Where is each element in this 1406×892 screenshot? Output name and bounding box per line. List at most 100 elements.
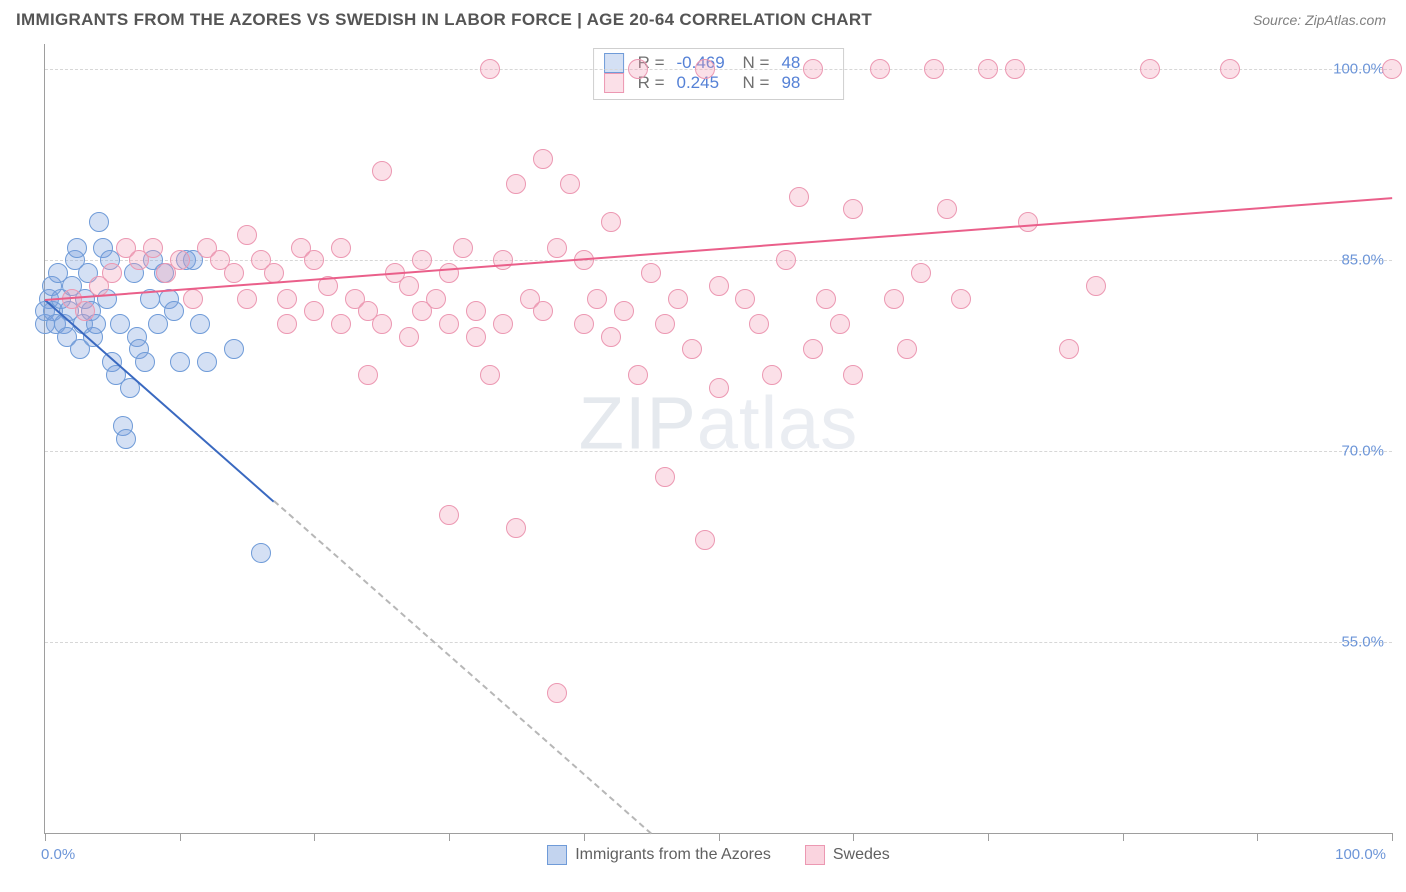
scatter-point [870, 59, 890, 79]
x-tick [449, 833, 450, 841]
scatter-point [304, 250, 324, 270]
scatter-point [116, 429, 136, 449]
scatter-point [641, 263, 661, 283]
scatter-point [466, 301, 486, 321]
scatter-point [695, 59, 715, 79]
scatter-point [493, 250, 513, 270]
scatter-point [709, 378, 729, 398]
scatter-point [480, 365, 500, 385]
scatter-point [493, 314, 513, 334]
scatter-point [843, 365, 863, 385]
gridline [45, 69, 1392, 70]
scatter-point [358, 365, 378, 385]
scatter-point [251, 543, 271, 563]
scatter-point [601, 212, 621, 232]
gridline [45, 642, 1392, 643]
scatter-point [466, 327, 486, 347]
gridline [45, 451, 1392, 452]
scatter-point [89, 212, 109, 232]
x-tick [314, 833, 315, 841]
scatter-point [695, 530, 715, 550]
scatter-point [372, 161, 392, 181]
scatter-point [614, 301, 634, 321]
scatter-point [682, 339, 702, 359]
scatter-point [277, 314, 297, 334]
scatter-point [1059, 339, 1079, 359]
trend-line [273, 501, 651, 835]
x-tick [988, 833, 989, 841]
scatter-point [937, 199, 957, 219]
x-tick [45, 833, 46, 841]
scatter-point [164, 301, 184, 321]
scatter-point [506, 174, 526, 194]
scatter-point [1005, 59, 1025, 79]
scatter-point [75, 301, 95, 321]
scatter-point [237, 289, 257, 309]
x-tick [180, 833, 181, 841]
scatter-point [197, 352, 217, 372]
scatter-point [426, 289, 446, 309]
swatch-series-2 [604, 73, 624, 93]
source-attribution: Source: ZipAtlas.com [1253, 12, 1386, 28]
legend-label-2: Swedes [833, 846, 890, 864]
scatter-point [911, 263, 931, 283]
scatter-point [601, 327, 621, 347]
scatter-point [102, 263, 122, 283]
legend-item-1: Immigrants from the Azores [547, 845, 771, 865]
legend-item-2: Swedes [805, 845, 890, 865]
scatter-point [951, 289, 971, 309]
scatter-point [135, 352, 155, 372]
scatter-point [1140, 59, 1160, 79]
legend-swatch-1 [547, 845, 567, 865]
scatter-point [1382, 59, 1402, 79]
y-tick-label: 55.0% [1341, 634, 1384, 651]
scatter-point [412, 250, 432, 270]
scatter-point [1086, 276, 1106, 296]
legend-swatch-2 [805, 845, 825, 865]
scatter-point [830, 314, 850, 334]
scatter-point [439, 263, 459, 283]
scatter-point [331, 314, 351, 334]
scatter-point [749, 314, 769, 334]
scatter-point [533, 149, 553, 169]
scatter-point [884, 289, 904, 309]
scatter-point [655, 314, 675, 334]
scatter-point [190, 314, 210, 334]
scatter-point [277, 289, 297, 309]
x-tick [1392, 833, 1393, 841]
scatter-point [183, 289, 203, 309]
legend-label-1: Immigrants from the Azores [575, 846, 771, 864]
x-tick [719, 833, 720, 841]
scatter-point [506, 518, 526, 538]
scatter-point [224, 339, 244, 359]
x-tick [1257, 833, 1258, 841]
scatter-point [735, 289, 755, 309]
n-label: N = [743, 73, 770, 93]
scatter-point [547, 238, 567, 258]
scatter-point [331, 238, 351, 258]
correlation-chart: In Labor Force | Age 20-64 ZIPatlas R = … [44, 44, 1392, 834]
y-tick-label: 85.0% [1341, 252, 1384, 269]
scatter-point [762, 365, 782, 385]
scatter-point [789, 187, 809, 207]
scatter-point [170, 352, 190, 372]
scatter-point [67, 238, 87, 258]
gridline [45, 260, 1392, 261]
y-tick-label: 100.0% [1333, 61, 1384, 78]
scatter-point [843, 199, 863, 219]
scatter-point [170, 250, 190, 270]
x-tick [853, 833, 854, 841]
scatter-point [399, 276, 419, 296]
scatter-point [560, 174, 580, 194]
scatter-point [399, 327, 419, 347]
scatter-point [372, 314, 392, 334]
scatter-point [547, 683, 567, 703]
scatter-point [924, 59, 944, 79]
scatter-point [897, 339, 917, 359]
scatter-point [803, 339, 823, 359]
scatter-point [816, 289, 836, 309]
scatter-point [533, 301, 553, 321]
scatter-point [237, 225, 257, 245]
scatter-point [628, 59, 648, 79]
scatter-point [1018, 212, 1038, 232]
